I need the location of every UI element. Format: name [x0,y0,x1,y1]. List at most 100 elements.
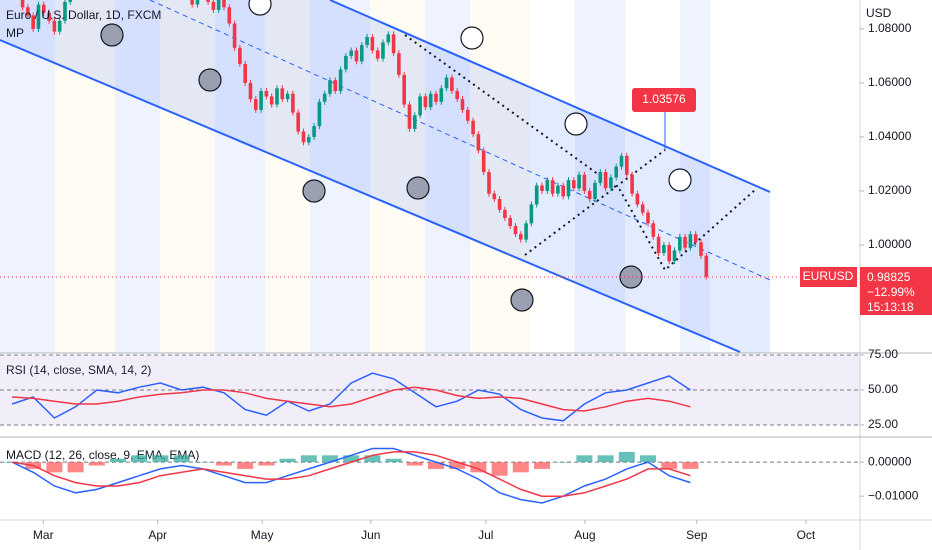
x-tick-label: Sep [686,528,708,542]
currency-label: USD [866,6,892,20]
candle-body [312,126,316,137]
candle-body [540,185,544,191]
channel-fill [0,0,770,353]
candle-body [259,91,263,110]
price-badge [860,267,932,315]
candle-body [243,64,247,83]
candle-body [450,77,454,92]
y-tick-label: 1.00000 [868,237,912,251]
indicator-line [11,386,691,412]
symbol-title: Euro / U.S. Dollar, 1D, FXCM [6,8,161,22]
candle-body [471,120,475,135]
x-tick-label: Jun [361,528,380,542]
macd-histogram [67,462,84,473]
y-tick-label: 50.00 [868,382,898,396]
candle-body [248,82,253,100]
candle-body [651,223,656,237]
candle-body [609,177,613,189]
candle-body [269,96,274,105]
candle-body [407,104,412,129]
candle-body [285,93,290,100]
macd-histogram [385,458,402,463]
macd-histogram [173,455,190,463]
candle-body [672,250,677,262]
candle-body [20,0,25,8]
macd-histogram [237,462,254,469]
candle-body [397,53,401,75]
pattern-dotted [404,34,756,272]
candle-body [688,234,693,248]
macd-title: MACD (12, 26, close, 9, EMA, EMA) [6,448,199,462]
macd-histogram [576,455,593,463]
candle-body [428,93,433,108]
indicator-line [11,451,691,497]
x-tick-label: Apr [148,528,167,542]
candle-body [656,236,661,254]
candle-body [195,0,200,5]
y-tick-label: 0.00000 [868,454,912,468]
candle-body [508,217,512,227]
rsi-title: RSI (14, close, SMA, 14, 2) [6,363,151,377]
candle-body [296,112,300,132]
candle-body [630,174,634,194]
x-tick-label: Aug [574,528,595,542]
macd-histogram [427,462,444,469]
candle-body [190,0,194,5]
candle-body [465,109,470,121]
candle-body [264,91,269,97]
candle-body [31,15,35,29]
candle-body [497,199,502,210]
candle-body [487,172,491,194]
candle-body [412,115,417,129]
candle-body [492,193,497,200]
candle-body [238,47,242,65]
macd-histogram [639,455,656,463]
macd-histogram [555,462,572,463]
macd-histogram [152,455,169,463]
last-price: 0.98825 [867,270,911,284]
candle-body [349,50,353,56]
pattern-dotted [524,149,666,256]
macd-histogram [88,462,105,466]
candle-body [677,236,682,251]
macd-histogram [470,462,487,473]
candle-body [26,7,30,16]
candle-body [381,42,385,59]
candle-body [63,1,67,21]
macd-histogram [661,462,678,469]
candle-body [211,1,216,10]
candle-body [291,93,295,113]
bar-countdown: 15:13:18 [867,300,914,314]
candle-body [635,193,640,205]
candle-body [216,0,221,10]
callout-box [632,88,696,112]
candle-body [577,174,581,189]
candle-body [275,88,279,105]
x-tick-label: Oct [797,528,816,542]
candle-body [683,236,687,248]
candle-body [386,34,391,43]
macd-histogram [300,455,317,463]
candle-body [47,12,51,21]
y-tick-label: 1.06000 [868,75,912,89]
candle-body [624,155,629,175]
candle-body [619,155,624,167]
candle-body [640,204,645,213]
candle-body [52,20,57,32]
macd-histogram [682,462,699,469]
indicator-name: MP [6,26,24,40]
candle-body [423,96,428,108]
candle-body [253,99,258,110]
y-tick-label: 75.00 [868,347,898,361]
macd-histogram [343,455,360,463]
candle-body [68,0,73,2]
macd-histogram [364,455,381,463]
session-stripes [0,0,710,353]
candle-body [529,204,534,224]
candle-body [561,185,565,197]
candle-body [338,69,343,92]
y-tick-label: −0.01000 [868,488,919,502]
candle-body [518,234,523,240]
macd-histogram [597,455,614,463]
